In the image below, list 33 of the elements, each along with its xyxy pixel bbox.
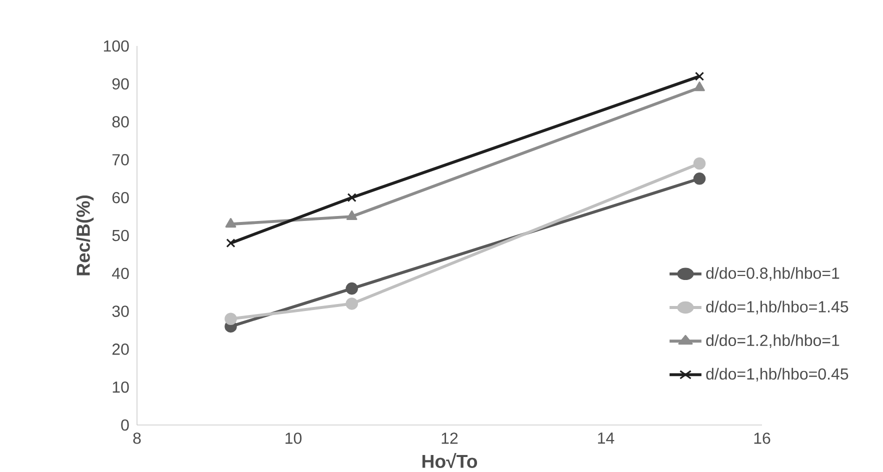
x-tick-label: 8: [133, 432, 141, 444]
y-tick-label: 60: [112, 192, 129, 204]
legend-label: d/do=1,hb/hbo=1.45: [706, 300, 848, 314]
legend-label: d/do=0.8,hb/hbo=1: [706, 267, 840, 281]
point: [694, 82, 705, 92]
point: [224, 312, 237, 326]
y-tick-label: 80: [112, 116, 129, 128]
point: [694, 72, 704, 81]
point: [347, 193, 356, 202]
x-axis-title: Ho√To: [422, 453, 478, 468]
y-tick-label: 50: [112, 230, 129, 242]
y-tick-label: 0: [121, 419, 129, 431]
point: [346, 298, 358, 310]
y-tick-label: 10: [112, 381, 129, 393]
y-tick-label: 90: [112, 78, 129, 90]
y-tick-label: 20: [112, 344, 129, 355]
legend-label: d/do=1.2,hb/hbo=1: [706, 334, 840, 348]
y-tick-label: 70: [112, 154, 129, 166]
point: [346, 282, 358, 295]
point: [693, 157, 706, 170]
y-tick-label: 40: [112, 268, 129, 280]
y-axis-title: Rec/B(%): [76, 195, 94, 276]
point: [346, 210, 358, 220]
x-tick-label: 10: [286, 432, 302, 444]
point: [225, 218, 236, 228]
x-tick-label: 14: [598, 432, 614, 444]
point: [226, 238, 236, 248]
x-tick-label: 16: [754, 432, 770, 444]
y-tick-label: 100: [104, 40, 129, 52]
point: [693, 172, 706, 185]
y-tick-label: 30: [112, 306, 129, 317]
x-tick-label: 12: [442, 432, 458, 444]
legend-label: d/do=1,hb/hbo=0.45: [706, 368, 848, 382]
